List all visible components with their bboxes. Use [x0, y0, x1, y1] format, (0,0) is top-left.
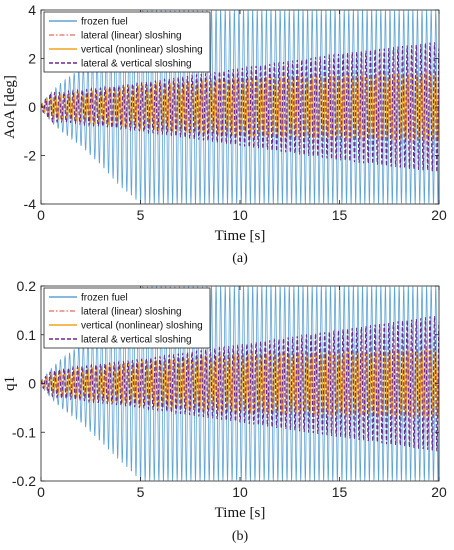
x-tick-label: 15	[332, 207, 348, 223]
chart-panel-b: 0 5 10 15 20 -0.2 -0.1 0 0.1 0.2 Time [s] q1 frozen …	[2, 278, 447, 544]
x-tick-label: 20	[431, 484, 447, 500]
y-tick-label: 0.1	[17, 327, 37, 343]
y-tick-label: 0	[28, 376, 36, 392]
y-tick-label: -4	[24, 196, 37, 212]
series-group	[41, 286, 439, 481]
legend-entry-label: vertical (nonlinear) sloshing	[81, 45, 203, 56]
y-tick-label: -2	[24, 148, 37, 164]
y-tick-label: 4	[28, 2, 36, 18]
x-tick-label: 15	[332, 484, 348, 500]
legend-entry-label: frozen fuel	[81, 17, 128, 28]
legend-entry-label: vertical (nonlinear) sloshing	[81, 321, 203, 332]
panel-caption: (b)	[232, 529, 249, 544]
x-tick-label: 10	[232, 484, 248, 500]
x-tick-label: 0	[37, 484, 45, 500]
series-line-vertical-nonlinear-sloshing	[41, 72, 439, 142]
y-axis-label: q1	[2, 376, 18, 391]
series-group	[41, 10, 439, 204]
x-tick-label: 5	[137, 484, 145, 500]
series-line-lateral-vertical-sloshing	[41, 42, 439, 173]
series-line-vertical-nonlinear-sloshing	[41, 348, 439, 418]
legend-entry-label: lateral (linear) sloshing	[81, 307, 182, 318]
legend-box	[43, 11, 211, 73]
series-line-lateral-vertical-sloshing	[41, 316, 439, 452]
y-tick-label: -0.2	[12, 473, 36, 489]
legend-box	[43, 287, 211, 349]
legend-entry-label: frozen fuel	[81, 293, 128, 304]
y-tick-label: -0.1	[12, 424, 36, 440]
x-tick-label: 10	[232, 207, 248, 223]
legend-entry-label: lateral & vertical sloshing	[81, 59, 192, 70]
y-tick-label: 0	[28, 99, 36, 115]
x-tick-label: 5	[137, 207, 145, 223]
y-tick-label: 0.2	[17, 278, 37, 294]
y-axis-label: AoA [deg]	[2, 75, 18, 139]
x-axis-label: Time [s]	[215, 505, 266, 521]
chart-panel-a: 0 5 10 15 20 -4 -2 0 2 4 Time [s] AoA [deg] frozen f…	[2, 2, 447, 266]
y-tick-label: 2	[28, 51, 36, 67]
legend-entry-label: lateral (linear) sloshing	[81, 31, 182, 42]
panel-caption: (a)	[232, 251, 248, 266]
x-axis-label: Time [s]	[215, 228, 266, 244]
x-tick-label: 0	[37, 207, 45, 223]
legend-entry-label: lateral & vertical sloshing	[81, 335, 192, 346]
x-tick-label: 20	[431, 207, 447, 223]
